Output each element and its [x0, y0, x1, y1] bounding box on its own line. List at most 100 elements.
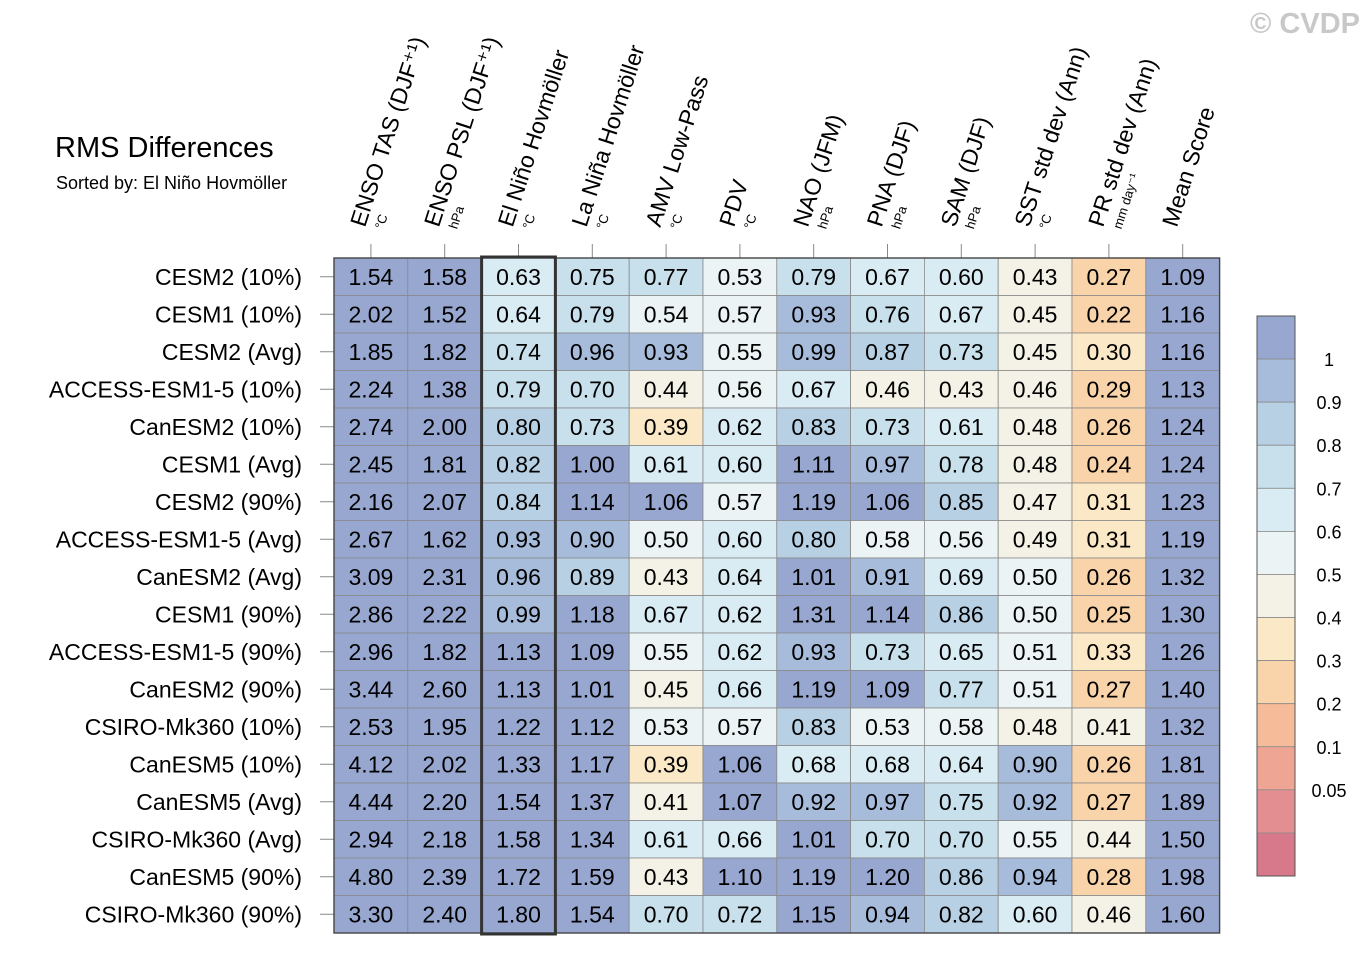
cell-value: 1.12	[570, 714, 615, 740]
cell-value: 0.51	[1013, 639, 1058, 665]
heatmap-cell	[776, 595, 851, 634]
cell-value: 1.59	[570, 864, 615, 890]
cell-value: 0.85	[939, 489, 984, 515]
heatmap-cell	[333, 370, 409, 409]
cell-value: 0.70	[865, 826, 910, 852]
cell-value: 1.38	[422, 376, 467, 402]
cell-value: 1.07	[718, 789, 763, 815]
row-labels: CESM2 (10%) CESM1 (10%) CESM2 (Avg) ACCESS-…	[49, 264, 334, 927]
cell-value: 0.69	[939, 564, 984, 590]
colorbar-segment	[1256, 487, 1296, 532]
heatmap-cell	[702, 595, 778, 634]
colorbar-segment	[1256, 746, 1296, 791]
row-label: CanESM2 (90%)	[129, 676, 302, 702]
heatmap-cell	[702, 670, 778, 709]
cell-value: 0.22	[1087, 301, 1132, 327]
heatmap-cell	[1145, 707, 1221, 746]
heatmap-cell	[924, 407, 999, 446]
cell-value: 0.91	[865, 564, 910, 590]
heatmap-cell	[702, 632, 778, 671]
heatmap-cell	[776, 407, 851, 446]
row-label: CESM2 (90%)	[155, 489, 302, 515]
heatmap-cell	[924, 745, 999, 784]
heatmap-cell	[1071, 857, 1147, 896]
heatmap-cell	[1145, 257, 1221, 296]
heatmap-cell	[702, 520, 778, 559]
cell-value: 1.81	[1160, 751, 1205, 777]
chart-title: RMS Differences	[55, 132, 274, 164]
heatmap-cell	[850, 745, 925, 784]
cell-value: 0.45	[1013, 301, 1058, 327]
heatmap-cell	[850, 557, 925, 596]
colorbar-segment	[1256, 530, 1296, 575]
heatmap-cell	[924, 895, 999, 934]
heatmap-cell	[555, 332, 630, 371]
cell-value: 0.46	[1013, 376, 1058, 402]
colorbar-label: 0.8	[1316, 436, 1341, 456]
heatmap-cell	[481, 857, 556, 896]
heatmap-cell	[628, 295, 704, 334]
colorbar-segment	[1256, 574, 1296, 618]
cell-value: 1.15	[791, 901, 836, 927]
heatmap-cell	[924, 482, 999, 521]
heatmap-cell	[1071, 407, 1147, 446]
cell-value: 0.54	[644, 301, 689, 327]
column-unit: hPa	[815, 203, 837, 230]
cell-value: 0.62	[718, 601, 763, 627]
cell-value: 2.45	[349, 451, 394, 477]
cell-value: 0.64	[496, 301, 541, 327]
cell-value: 0.93	[791, 301, 836, 327]
heatmap-cell	[776, 482, 851, 521]
cell-value: 1.09	[570, 639, 615, 665]
heatmap-cell	[481, 332, 556, 371]
cell-value: 0.83	[791, 414, 836, 440]
heatmap-cell	[333, 407, 409, 446]
cell-value: 0.90	[570, 526, 615, 552]
cell-value: 0.53	[865, 714, 910, 740]
cell-value: 1.18	[570, 601, 615, 627]
heatmap-cell	[924, 595, 999, 634]
cell-value: 1.58	[496, 826, 541, 852]
cell-value: 0.30	[1087, 339, 1132, 365]
cell-value: 1.13	[496, 639, 541, 665]
cell-value: 0.33	[1087, 639, 1132, 665]
cell-value: 0.27	[1087, 789, 1132, 815]
column-header: SAM (DJF)hPa	[935, 113, 995, 230]
heatmap-cell	[407, 332, 482, 371]
cell-value: 1.34	[570, 826, 615, 852]
cell-value: 1.22	[496, 714, 541, 740]
colorbar-label: 0.2	[1316, 695, 1341, 715]
heatmap-cell	[924, 520, 999, 559]
heatmap-cell	[1145, 445, 1221, 484]
column-unit: °C	[1036, 212, 1055, 231]
cell-value: 1.20	[865, 864, 910, 890]
cell-value: 2.67	[349, 526, 394, 552]
colorbar: 1 0.9 0.8 0.7 0.6 0.5 0.4 0.3 0.2 0.1 0.05	[1256, 315, 1347, 877]
heatmap-cell	[333, 595, 409, 634]
colorbar-label: 0.4	[1316, 609, 1341, 629]
cell-value: 1.01	[791, 826, 836, 852]
cell-value: 0.99	[496, 601, 541, 627]
cell-value: 1.00	[570, 451, 615, 477]
heatmap-cell	[628, 407, 704, 446]
row-label: CESM1 (Avg)	[162, 451, 302, 477]
cell-value: 0.57	[718, 301, 763, 327]
heatmap-cell	[776, 295, 851, 334]
watermark: © CVDP	[1250, 8, 1360, 40]
heatmap-cell	[1071, 707, 1147, 746]
heatmap-cell	[850, 482, 925, 521]
heatmap-cell	[924, 857, 999, 896]
cell-value: 1.06	[718, 751, 763, 777]
heatmap-cell	[481, 820, 556, 859]
cell-value: 0.24	[1087, 451, 1132, 477]
colorbar-label: 0.7	[1316, 479, 1341, 499]
column-name: SAM (DJF)	[935, 113, 995, 229]
cell-value: 1.06	[644, 489, 689, 515]
heatmap-cell	[407, 745, 482, 784]
heatmap-cell	[333, 745, 409, 784]
heatmap-cell	[628, 670, 704, 709]
row-label: CESM2 (Avg)	[162, 339, 302, 365]
cell-value: 0.79	[791, 264, 836, 290]
cell-value: 2.74	[349, 414, 394, 440]
cell-value: 0.55	[1013, 826, 1058, 852]
